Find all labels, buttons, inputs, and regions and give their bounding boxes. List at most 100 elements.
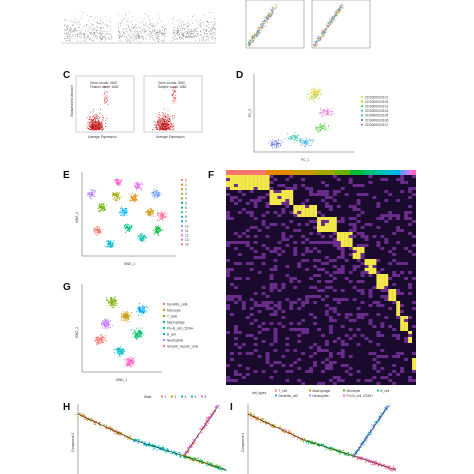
violin-point [207, 21, 209, 23]
cluster-point [155, 192, 157, 194]
violin-point [127, 20, 129, 22]
heatmap-cell [384, 205, 389, 209]
cluster-point [110, 245, 112, 247]
violin-point [108, 33, 110, 35]
violin-point [186, 31, 188, 32]
pca-point [294, 137, 296, 139]
feature-point [91, 124, 93, 126]
violin-point [148, 27, 150, 29]
cluster-point [119, 214, 122, 216]
heatmap-cell [257, 208, 262, 212]
heatmap-cell [253, 175, 258, 179]
cluster-point [160, 214, 163, 216]
violin-point [149, 23, 150, 25]
violin-point [163, 41, 164, 43]
heatmap-cell [285, 175, 290, 179]
cluster-point [91, 189, 93, 191]
heatmap-cell [226, 244, 231, 248]
violin-point [152, 24, 154, 26]
violin-point [157, 32, 159, 34]
cluster-point [156, 214, 158, 216]
heatmap-cell [257, 217, 262, 221]
heatmap-cell [360, 211, 365, 215]
violin-point [64, 34, 66, 36]
violin-point [66, 27, 68, 29]
heatmap-cell [321, 199, 326, 203]
pca-point [326, 114, 328, 116]
violin-point [209, 36, 211, 38]
heatmap-cell [404, 247, 409, 251]
feature-point [169, 128, 171, 130]
pca-point [329, 111, 331, 113]
pca-point [323, 125, 325, 127]
heatmap-cell [277, 247, 282, 251]
violin-point [73, 38, 75, 40]
heatmap-cell [237, 232, 242, 236]
violin-point [100, 33, 102, 35]
violin-point [122, 31, 123, 33]
cluster-point [118, 179, 120, 181]
cluster-point [158, 219, 160, 221]
pca-point [315, 91, 317, 93]
violin-point [146, 30, 148, 32]
feature-point [107, 86, 109, 88]
pca-point [310, 95, 312, 97]
pca-point [327, 126, 329, 128]
heatmap-cell [305, 244, 310, 248]
violin-point [71, 32, 73, 34]
violin-point [104, 40, 106, 42]
legend-d-label: CDS0000C0103 [365, 105, 388, 109]
legend-d-label: CDS0000C0102 [365, 100, 388, 104]
cluster-point [115, 181, 117, 183]
feature-point [165, 120, 167, 122]
violin-point [150, 23, 151, 25]
violin-point [101, 35, 103, 37]
violin-point [182, 34, 184, 36]
feature-point [165, 113, 167, 115]
heatmap-cell [233, 211, 238, 215]
violin-point [162, 39, 164, 41]
violin-point [157, 33, 159, 35]
violin-point [82, 29, 84, 31]
heatmap-cell [352, 226, 357, 230]
heatmap-cell [241, 199, 246, 203]
pca-point [330, 111, 332, 113]
violin-point [118, 23, 119, 25]
feature-point [101, 129, 103, 131]
violin-point [69, 36, 71, 38]
violin-point [157, 40, 159, 42]
violin-point [149, 22, 151, 24]
cluster-point [88, 193, 90, 195]
violin-point [203, 28, 205, 30]
heatmap-cell [404, 223, 409, 227]
violin-point [134, 30, 136, 32]
heatmap-cell [237, 202, 242, 206]
heatmap-cell [229, 217, 235, 221]
heatmap-cell [269, 244, 274, 248]
violin-point [187, 36, 189, 38]
violin-point [188, 25, 189, 26]
heatmap-cell [233, 184, 238, 188]
feature-point [98, 121, 99, 123]
heatmap-cell [352, 208, 357, 212]
heatmap-cell [313, 244, 318, 248]
pca-point [317, 93, 319, 95]
violin-point [204, 32, 206, 33]
feature-point [172, 100, 174, 102]
heatmap-cell [301, 220, 306, 224]
qc-point [334, 13, 336, 15]
feature-point [90, 121, 92, 122]
violin-point [134, 32, 136, 33]
cluster-point [159, 230, 161, 232]
heatmap-cell [360, 217, 365, 221]
violin-point [156, 25, 158, 26]
heatmap-cell [400, 205, 405, 209]
feature-point [104, 93, 106, 95]
pca-point [317, 92, 319, 94]
violin-point [186, 37, 187, 39]
cluster-point [154, 198, 156, 200]
pca-point [313, 140, 315, 142]
heatmap-cell [340, 226, 345, 230]
violin-point [80, 34, 82, 35]
heatmap-cell [269, 238, 274, 242]
